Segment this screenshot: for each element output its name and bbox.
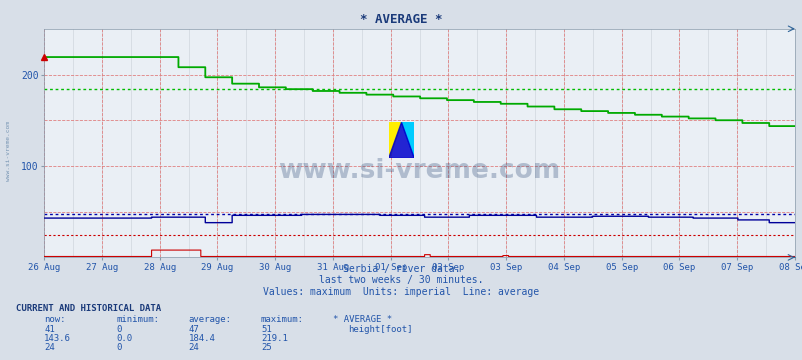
Text: www.si-vreme.com: www.si-vreme.com: [6, 121, 10, 181]
Text: 0.0: 0.0: [116, 334, 132, 343]
Text: 24: 24: [44, 343, 55, 352]
Polygon shape: [388, 122, 401, 158]
Text: * AVERAGE *: * AVERAGE *: [333, 315, 392, 324]
Text: 184.4: 184.4: [188, 334, 215, 343]
Text: 143.6: 143.6: [44, 334, 71, 343]
Text: 47: 47: [188, 325, 199, 334]
Text: average:: average:: [188, 315, 232, 324]
Text: maximum:: maximum:: [261, 315, 304, 324]
Text: last two weeks / 30 minutes.: last two weeks / 30 minutes.: [319, 275, 483, 285]
Text: 25: 25: [261, 343, 271, 352]
Text: 51: 51: [261, 325, 271, 334]
Polygon shape: [401, 122, 414, 158]
Text: CURRENT AND HISTORICAL DATA: CURRENT AND HISTORICAL DATA: [16, 304, 161, 313]
Text: * AVERAGE *: * AVERAGE *: [360, 13, 442, 26]
Text: 0: 0: [116, 325, 122, 334]
Text: height[foot]: height[foot]: [347, 325, 411, 334]
Text: 41: 41: [44, 325, 55, 334]
Text: 0: 0: [116, 343, 122, 352]
Text: now:: now:: [44, 315, 66, 324]
Polygon shape: [388, 122, 414, 158]
Text: 24: 24: [188, 343, 199, 352]
Text: Values: maximum  Units: imperial  Line: average: Values: maximum Units: imperial Line: av…: [263, 287, 539, 297]
Text: 219.1: 219.1: [261, 334, 287, 343]
Text: www.si-vreme.com: www.si-vreme.com: [278, 158, 560, 184]
Text: minimum:: minimum:: [116, 315, 160, 324]
Text: Serbia / river data.: Serbia / river data.: [342, 264, 460, 274]
